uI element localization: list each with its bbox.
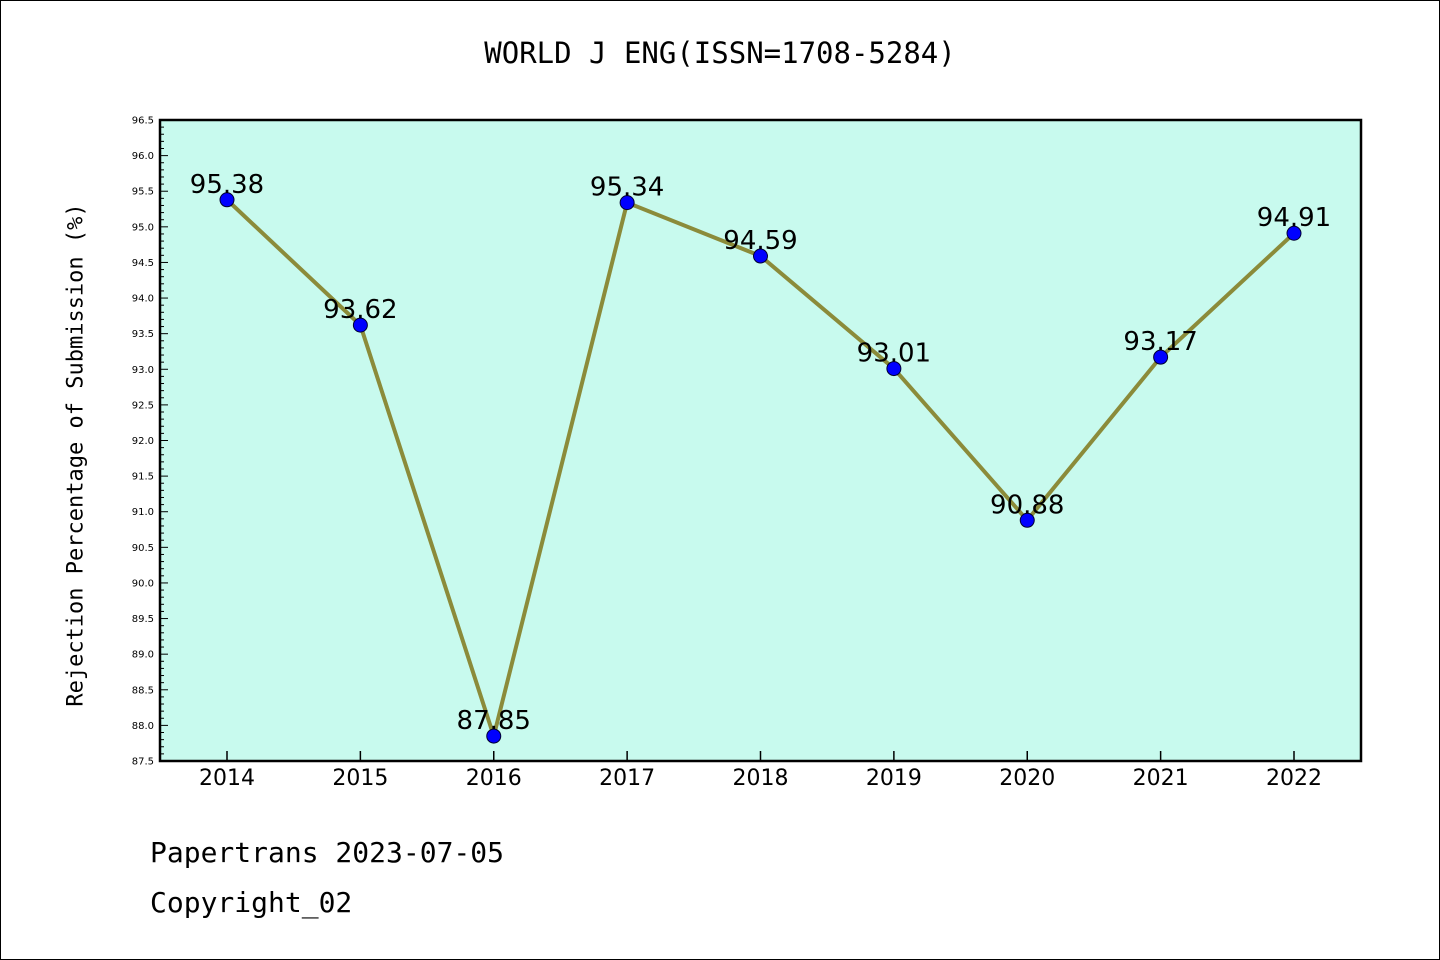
footer-copyright: Copyright_02 [150, 886, 353, 919]
x-tick-label: 2016 [466, 766, 522, 791]
data-labels: 95.38 93.62 87.85 95.34 94.59 93.01 90.88 93.17… [190, 170, 1331, 736]
x-tick-label: 2019 [866, 766, 922, 791]
data-point-marker [886, 361, 902, 377]
y-tick-label: 87.5 [132, 757, 154, 768]
data-markers [219, 192, 1302, 744]
x-tick-label: 2015 [332, 766, 388, 791]
y-axis-ticks: 87.5 88.0 88.5 89.0 89.5 90.0 90.5 91.0 91.5 92.0… [132, 116, 168, 768]
y-tick-label: 91.5 [132, 472, 154, 483]
y-tick-label: 93.5 [132, 329, 154, 340]
plot-area [160, 120, 1361, 761]
data-point-marker [219, 192, 235, 208]
x-tick-label: 2022 [1266, 766, 1322, 791]
y-tick-label: 94.0 [132, 294, 154, 305]
y-tick-label: 89.5 [132, 614, 154, 625]
data-value-label: 93.01 [857, 339, 931, 369]
data-value-label: 87.85 [457, 706, 531, 736]
x-tick-label: 2017 [599, 766, 655, 791]
data-point-marker [486, 728, 502, 744]
data-value-label: 90.88 [990, 490, 1064, 520]
plot-border [158, 118, 1363, 763]
y-tick-label: 92.5 [132, 400, 154, 411]
data-value-label: 93.62 [323, 295, 397, 325]
chart-title: WORLD J ENG(ISSN=1708-5284) [484, 36, 956, 70]
y-tick-label: 96.5 [132, 116, 154, 127]
data-value-label: 93.17 [1123, 327, 1197, 357]
x-tick-label: 2021 [1133, 766, 1189, 791]
x-tick-label: 2018 [733, 766, 789, 791]
y-tick-label: 88.0 [132, 721, 154, 732]
footer-date: Papertrans 2023-07-05 [150, 836, 505, 869]
data-value-label: 94.91 [1257, 203, 1331, 233]
y-tick-label: 89.0 [132, 650, 154, 661]
data-point-marker [1019, 512, 1035, 528]
data-point-marker [1153, 349, 1169, 365]
y-tick-label: 90.0 [132, 578, 154, 589]
data-point-marker [352, 317, 368, 333]
data-point-marker [1286, 225, 1302, 241]
x-axis-ticks: 2014 2015 2016 2017 2018 2019 2020 2021 2022 [199, 751, 1322, 791]
data-value-label: 95.34 [590, 173, 664, 203]
data-point-marker [753, 248, 768, 264]
y-tick-label: 88.5 [132, 685, 154, 696]
data-value-label: 95.38 [190, 170, 264, 200]
y-tick-label: 90.5 [132, 543, 154, 554]
x-tick-label: 2014 [199, 766, 255, 791]
data-value-label: 94.59 [723, 226, 797, 256]
y-tick-label: 95.5 [132, 187, 154, 198]
y-tick-label: 94.5 [132, 258, 154, 269]
y-tick-label: 95.0 [132, 222, 154, 233]
y-tick-label: 93.0 [132, 365, 154, 376]
data-point-marker [619, 195, 635, 211]
y-tick-label: 91.0 [132, 507, 154, 518]
y-tick-label: 92.0 [132, 436, 154, 447]
y-tick-label: 96.0 [132, 151, 154, 162]
x-tick-label: 2020 [999, 766, 1055, 791]
